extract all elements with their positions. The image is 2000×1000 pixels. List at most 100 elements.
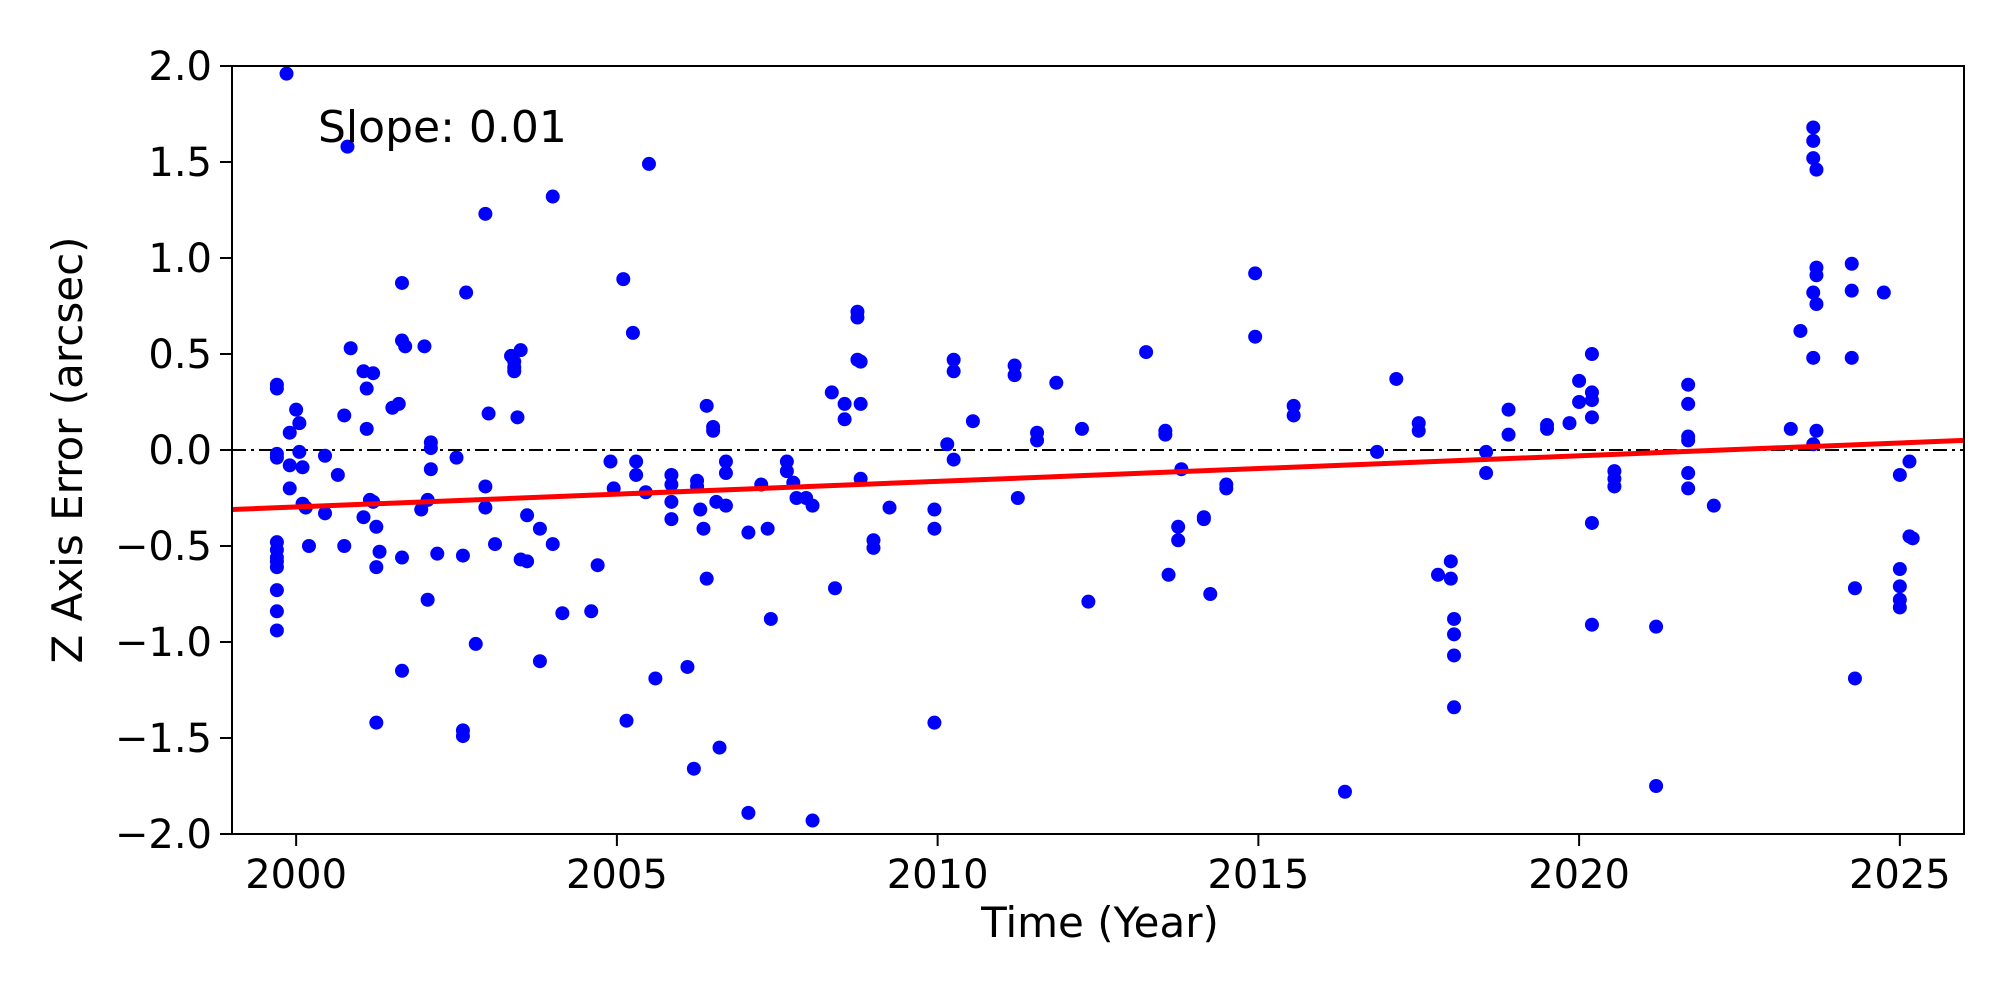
data-point	[718, 466, 733, 481]
data-point	[680, 659, 695, 674]
data-point	[1158, 427, 1173, 442]
data-point	[1447, 627, 1462, 642]
data-point	[1681, 481, 1696, 496]
data-point	[532, 521, 547, 536]
data-point	[1706, 498, 1721, 513]
data-point	[269, 381, 284, 396]
data-point	[488, 537, 503, 552]
data-point	[760, 521, 775, 536]
data-point	[1196, 512, 1211, 527]
data-point	[289, 402, 304, 417]
data-point	[282, 425, 297, 440]
data-point	[1562, 416, 1577, 431]
data-point	[449, 450, 464, 465]
data-point	[616, 272, 631, 287]
data-point	[394, 663, 409, 678]
x-tick-label: 2015	[1207, 852, 1309, 898]
data-point	[520, 554, 535, 569]
data-point	[1584, 410, 1599, 425]
data-point	[1649, 619, 1664, 634]
data-point	[1809, 297, 1824, 312]
data-point	[423, 462, 438, 477]
trend-fit-line	[231, 437, 1965, 513]
data-point	[1203, 587, 1218, 601]
data-point	[699, 571, 714, 586]
data-point	[513, 343, 528, 358]
data-point	[741, 805, 756, 820]
data-point	[1809, 423, 1824, 438]
data-point	[337, 539, 352, 553]
data-point	[824, 385, 839, 400]
data-point	[1809, 268, 1824, 283]
data-point	[369, 519, 384, 534]
data-point	[1370, 444, 1385, 459]
data-point	[1049, 375, 1064, 390]
data-point	[1905, 531, 1920, 546]
data-point	[664, 477, 679, 492]
data-point	[269, 583, 284, 598]
data-point	[641, 156, 656, 171]
data-point	[1501, 427, 1516, 442]
data-point	[1681, 396, 1696, 411]
slope-annotation: Slope: 0.01	[318, 102, 567, 153]
data-point	[269, 560, 284, 575]
data-point	[1540, 421, 1555, 436]
data-point	[853, 396, 868, 411]
data-point	[468, 636, 483, 651]
data-point	[394, 550, 409, 565]
data-point	[946, 352, 961, 367]
data-point	[629, 467, 644, 482]
data-point	[423, 441, 438, 456]
data-point	[590, 558, 605, 573]
data-point	[269, 623, 284, 638]
data-point	[850, 310, 865, 325]
data-point	[398, 339, 413, 354]
data-point	[1572, 395, 1587, 409]
data-point	[417, 339, 432, 354]
data-point	[853, 354, 868, 369]
data-point	[1572, 373, 1587, 388]
data-point	[1584, 393, 1599, 408]
data-point	[882, 500, 897, 515]
y-tick-label: 2.0	[148, 44, 212, 90]
data-point	[1007, 368, 1022, 383]
data-point	[269, 450, 284, 465]
data-point	[292, 416, 307, 431]
data-point	[1847, 581, 1862, 596]
data-point	[1286, 398, 1301, 413]
data-point	[1219, 481, 1234, 496]
data-point	[693, 502, 708, 517]
data-point	[664, 467, 679, 482]
data-point	[741, 525, 756, 540]
data-point	[1892, 562, 1907, 577]
x-tick-label: 2020	[1528, 852, 1630, 898]
y-tick-label: −1.0	[115, 620, 212, 666]
data-point	[1389, 371, 1404, 386]
data-point	[696, 521, 711, 536]
data-point	[343, 341, 358, 356]
data-point	[664, 512, 679, 527]
x-tick-label: 2000	[245, 852, 347, 898]
data-point	[712, 740, 727, 755]
data-point	[1248, 266, 1263, 281]
x-axis-label: Time (Year)	[980, 898, 1219, 947]
data-point	[478, 500, 493, 515]
data-point	[301, 539, 316, 553]
data-point	[1171, 533, 1186, 548]
data-point	[827, 581, 842, 596]
data-point	[1171, 519, 1186, 534]
data-point	[478, 479, 493, 494]
data-point	[965, 414, 980, 429]
data-point	[1809, 162, 1824, 177]
data-point	[927, 502, 942, 517]
data-point	[455, 548, 470, 563]
data-point	[718, 454, 733, 469]
data-point	[779, 454, 794, 469]
y-axis-label: Z Axis Error (arcsec)	[43, 236, 92, 663]
data-point	[532, 654, 547, 669]
data-point	[1584, 347, 1599, 361]
data-point	[1607, 479, 1622, 494]
data-point	[1479, 444, 1494, 459]
data-point	[394, 275, 409, 290]
